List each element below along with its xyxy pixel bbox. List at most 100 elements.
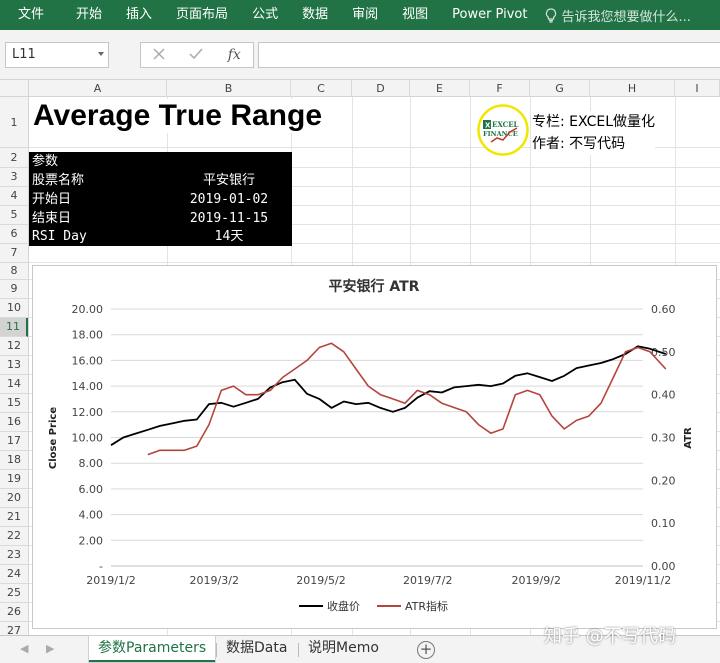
author-label: 作者: bbox=[532, 136, 565, 152]
param-value-stock: 平安银行 bbox=[202, 173, 255, 188]
row-header-16[interactable]: 16 bbox=[0, 413, 28, 432]
svg-text:X: X bbox=[485, 122, 491, 130]
row-header-8[interactable]: 8 bbox=[0, 263, 28, 280]
sheet-tab-data[interactable]: 数据Data bbox=[226, 640, 288, 656]
watermark: 知乎 @不写代码 bbox=[544, 626, 676, 647]
row-header-1[interactable]: 1 bbox=[0, 97, 28, 148]
ribbon-tab-4[interactable]: 公式 bbox=[252, 7, 279, 22]
atr-line bbox=[147, 342, 667, 456]
close-price-line bbox=[110, 345, 667, 446]
name-box[interactable]: L11 bbox=[5, 42, 109, 68]
column-header-H[interactable]: H bbox=[590, 80, 675, 97]
y2-axis-title: ATR bbox=[683, 427, 694, 449]
y2-tick-label: 0.30 bbox=[651, 432, 676, 445]
y-tick-label: 12.00 bbox=[72, 406, 104, 419]
y-axis-title: Close Price bbox=[48, 407, 59, 469]
row-header-22[interactable]: 22 bbox=[0, 527, 28, 546]
x-tick-label: 2019/11/2 bbox=[615, 574, 671, 587]
scroll-right-icon[interactable]: ▶ bbox=[46, 642, 55, 655]
row-header-7[interactable]: 7 bbox=[0, 244, 28, 263]
row-header-5[interactable]: 5 bbox=[0, 206, 28, 225]
param-label-rsi: RSI Day bbox=[32, 229, 87, 244]
row-header-15[interactable]: 15 bbox=[0, 394, 28, 413]
confirm-icon[interactable] bbox=[189, 48, 203, 63]
x-tick-label: 2019/9/2 bbox=[512, 574, 561, 587]
row-header-19[interactable]: 19 bbox=[0, 470, 28, 489]
y-tick-label: 2.00 bbox=[79, 534, 104, 547]
chevron-down-icon[interactable] bbox=[98, 52, 104, 56]
row-header-12[interactable]: 12 bbox=[0, 337, 28, 356]
ribbon-tab-5[interactable]: 数据 bbox=[302, 7, 329, 22]
y2-tick-label: 0.10 bbox=[651, 517, 676, 530]
formula-buttons: fx bbox=[140, 42, 254, 68]
formula-input[interactable] bbox=[258, 42, 720, 68]
row-header-2[interactable]: 2 bbox=[0, 148, 28, 168]
column-header-F[interactable]: F bbox=[470, 80, 530, 97]
y-tick-label: 16.00 bbox=[72, 354, 104, 367]
row-header-6[interactable]: 6 bbox=[0, 225, 28, 244]
row-header-3[interactable]: 3 bbox=[0, 168, 28, 187]
row-header-4[interactable]: 4 bbox=[0, 187, 28, 206]
ribbon-tab-7[interactable]: 视图 bbox=[402, 7, 429, 22]
row-header-24[interactable]: 24 bbox=[0, 565, 28, 584]
row-header-10[interactable]: 10 bbox=[0, 299, 28, 318]
row-header-11[interactable]: 11 bbox=[0, 318, 28, 337]
insert-function-icon[interactable]: fx bbox=[227, 47, 241, 63]
tell-me-search[interactable]: 告诉我您想要做什么... bbox=[539, 6, 691, 25]
column-header-D[interactable]: D bbox=[352, 80, 410, 97]
param-label-end: 结束日 bbox=[32, 211, 72, 226]
y-tick-label: 18.00 bbox=[72, 329, 104, 342]
tell-me-text: 告诉我您想要做什么... bbox=[561, 9, 691, 25]
worksheet-grid[interactable]: Average True Range 参数 股票名称 平安银行 开始日 2019… bbox=[29, 97, 720, 635]
column-header-A[interactable]: A bbox=[29, 80, 167, 97]
row-header-13[interactable]: 13 bbox=[0, 356, 28, 375]
select-all-corner[interactable] bbox=[0, 80, 29, 97]
row-header-14[interactable]: 14 bbox=[0, 375, 28, 394]
sheet-tab-parameters[interactable]: 参数Parameters bbox=[89, 636, 216, 662]
row-header-26[interactable]: 26 bbox=[0, 603, 28, 622]
chart-title: 平安银行 ATR bbox=[329, 278, 420, 295]
y-tick-label: 14.00 bbox=[72, 380, 104, 393]
column-value: EXCEL做量化 bbox=[569, 114, 656, 130]
param-value-end: 2019-11-15 bbox=[189, 211, 269, 226]
y2-tick-label: 0.60 bbox=[651, 303, 676, 316]
sheet-tab-memo[interactable]: 说明Memo bbox=[308, 640, 379, 656]
row-header-17[interactable]: 17 bbox=[0, 432, 28, 451]
column-header-G[interactable]: G bbox=[530, 80, 590, 97]
column-header-E[interactable]: E bbox=[410, 80, 470, 97]
x-tick-label: 2019/1/2 bbox=[86, 574, 135, 587]
row-header-27[interactable]: 27 bbox=[0, 622, 28, 635]
ribbon-tab-6[interactable]: 审阅 bbox=[352, 7, 379, 22]
row-header-20[interactable]: 20 bbox=[0, 489, 28, 508]
row-headers: 1 2 3 4 5 6 7 8 9 10 11 12 13 14 15 16 17 18 19 20 21 22 23 24 2… bbox=[0, 97, 29, 635]
ribbon-tab-1[interactable]: 开始 bbox=[76, 7, 103, 22]
cancel-icon[interactable] bbox=[153, 47, 165, 63]
add-sheet-button[interactable]: + bbox=[417, 641, 435, 659]
ribbon-tab-3[interactable]: 页面布局 bbox=[176, 7, 229, 22]
y-tick-label: 4.00 bbox=[79, 509, 104, 522]
row-header-21[interactable]: 21 bbox=[0, 508, 28, 527]
y2-tick-label: 0.20 bbox=[651, 474, 676, 487]
scroll-left-icon[interactable]: ◀ bbox=[20, 642, 29, 655]
chart-legend: 收盘价 ATR指标 bbox=[299, 599, 448, 613]
legend-label-atr: ATR指标 bbox=[405, 599, 448, 613]
column-header-I[interactable]: I bbox=[675, 80, 720, 97]
column-header-B[interactable]: B bbox=[167, 80, 291, 97]
ribbon-tab-0[interactable]: 文件 bbox=[18, 7, 45, 22]
chart-canvas: 平安银行 ATR - 2.00 4.00 6.00 8.00 10.00 12.00 14.0… bbox=[48, 278, 694, 613]
ribbon-tab-2[interactable]: 插入 bbox=[126, 7, 153, 22]
row-header-23[interactable]: 23 bbox=[0, 546, 28, 565]
row-header-25[interactable]: 25 bbox=[0, 584, 28, 603]
sheet-title: Average True Range bbox=[33, 99, 328, 133]
legend-label-close: 收盘价 bbox=[327, 599, 360, 613]
param-header: 参数 bbox=[32, 154, 59, 169]
ribbon-tab-8[interactable]: Power Pivot bbox=[452, 7, 528, 22]
row-header-18[interactable]: 18 bbox=[0, 451, 28, 470]
y-tick-label: 6.00 bbox=[79, 483, 104, 496]
row-header-9[interactable]: 9 bbox=[0, 280, 28, 299]
sheet-tab-bar: ◀ ▶ 参数Parameters 数据Data 说明Memo + bbox=[0, 635, 720, 663]
atr-chart[interactable]: 平安银行 ATR - 2.00 4.00 6.00 8.00 10.00 12.00 14.0… bbox=[32, 265, 717, 629]
column-header-C[interactable]: C bbox=[291, 80, 352, 97]
y-tick-label: 8.00 bbox=[79, 457, 104, 470]
